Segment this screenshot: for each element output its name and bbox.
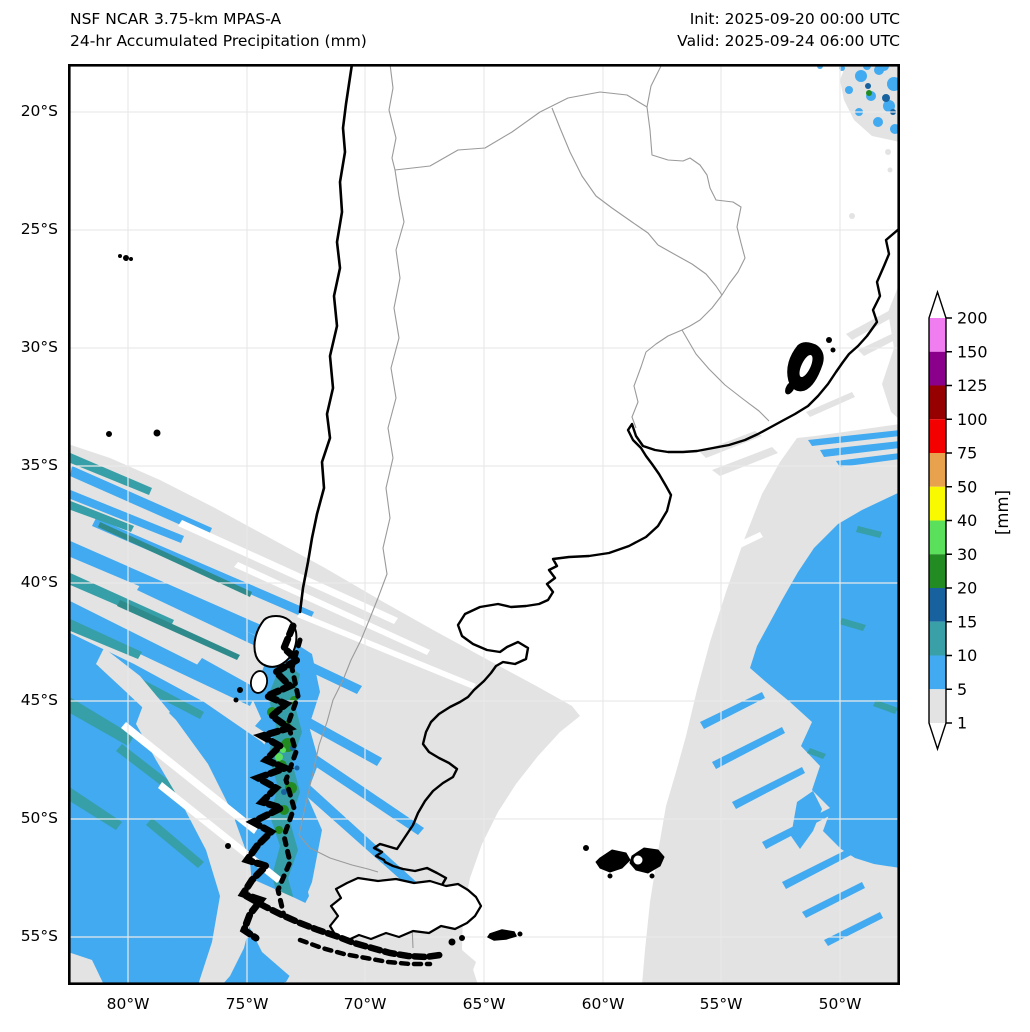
figure-title: NSF NCAR 3.75-km MPAS-A 24-hr Accumulated… — [70, 8, 367, 52]
x-tick-70w: 70°W — [343, 995, 387, 1013]
colorbar: 200 150 125 100 75 50 40 30 20 15 10 5 1… — [928, 289, 1012, 752]
svg-text:100: 100 — [957, 410, 988, 429]
svg-text:150: 150 — [957, 342, 988, 361]
border-paraguay-south — [657, 242, 746, 296]
y-tick-40s: 40°S — [20, 573, 58, 591]
precip-white-streaks — [121, 520, 763, 883]
map-canvas — [68, 61, 903, 988]
island-outline — [249, 670, 269, 694]
svg-text:5: 5 — [957, 680, 967, 699]
y-tick-30s: 30°S — [20, 338, 58, 356]
svg-text:75: 75 — [957, 444, 977, 463]
falkland-islands — [583, 845, 665, 879]
svg-text:10: 10 — [957, 646, 977, 665]
colorbar-unit-label: [mm] — [993, 490, 1012, 535]
x-tick-80w: 80°W — [106, 995, 150, 1013]
colorbar-segments — [929, 318, 946, 723]
isla-de-los-estados — [487, 929, 517, 941]
y-tick-45s: 45°S — [20, 691, 58, 709]
y-tick-25s: 25°S — [20, 220, 58, 238]
colorbar-ticks — [946, 317, 952, 724]
map-panel — [68, 61, 903, 988]
plot-frame-border — [68, 64, 901, 986]
x-tick-65w: 65°W — [462, 995, 506, 1013]
tierra-del-fuego — [328, 876, 483, 943]
border-chile-argentina — [298, 63, 405, 873]
x-tick-50w: 50°W — [818, 995, 862, 1013]
svg-text:125: 125 — [957, 376, 988, 395]
border-uruguay-east — [681, 329, 770, 422]
x-tick-60w: 60°W — [581, 995, 625, 1013]
border-pilcomayo — [551, 107, 659, 246]
svg-text:40: 40 — [957, 511, 977, 530]
coast-chile — [298, 62, 354, 614]
field-title: 24-hr Accumulated Precipitation (mm) — [70, 32, 367, 50]
init-time-label: Init: 2025-09-20 00:00 UTC — [689, 10, 900, 28]
svg-text:30: 30 — [957, 545, 977, 564]
fjord-archipelago — [106, 254, 523, 967]
x-tick-75w: 75°W — [225, 995, 269, 1013]
gridlines — [68, 64, 900, 985]
svg-text:15: 15 — [957, 612, 977, 631]
coastlines — [249, 62, 902, 943]
valid-time-label: Valid: 2025-09-24 06:00 UTC — [677, 32, 900, 50]
svg-text:20: 20 — [957, 579, 977, 598]
y-tick-50s: 50°S — [20, 809, 58, 827]
colorbar-tick-labels: 200 150 125 100 75 50 40 30 20 15 10 5 1 — [957, 309, 988, 733]
border-paraguay-north-east — [646, 106, 742, 244]
x-tick-55w: 55°W — [699, 995, 743, 1013]
border-bolivia-brazil — [646, 63, 663, 108]
svg-text:1: 1 — [957, 714, 967, 733]
coast-argentina — [372, 226, 902, 887]
border-uruguay-west — [631, 329, 683, 429]
run-times: Init: 2025-09-20 00:00 UTC Valid: 2025-09… — [677, 8, 900, 52]
model-title: NSF NCAR 3.75-km MPAS-A — [70, 10, 282, 28]
border-bolivia-argentina — [394, 91, 648, 171]
y-tick-55s: 55°S — [20, 927, 58, 945]
svg-text:50: 50 — [957, 477, 977, 496]
svg-text:200: 200 — [957, 309, 988, 328]
border-argentina-brazil — [681, 294, 723, 331]
y-tick-35s: 35°S — [20, 456, 58, 474]
y-tick-20s: 20°S — [20, 102, 58, 120]
